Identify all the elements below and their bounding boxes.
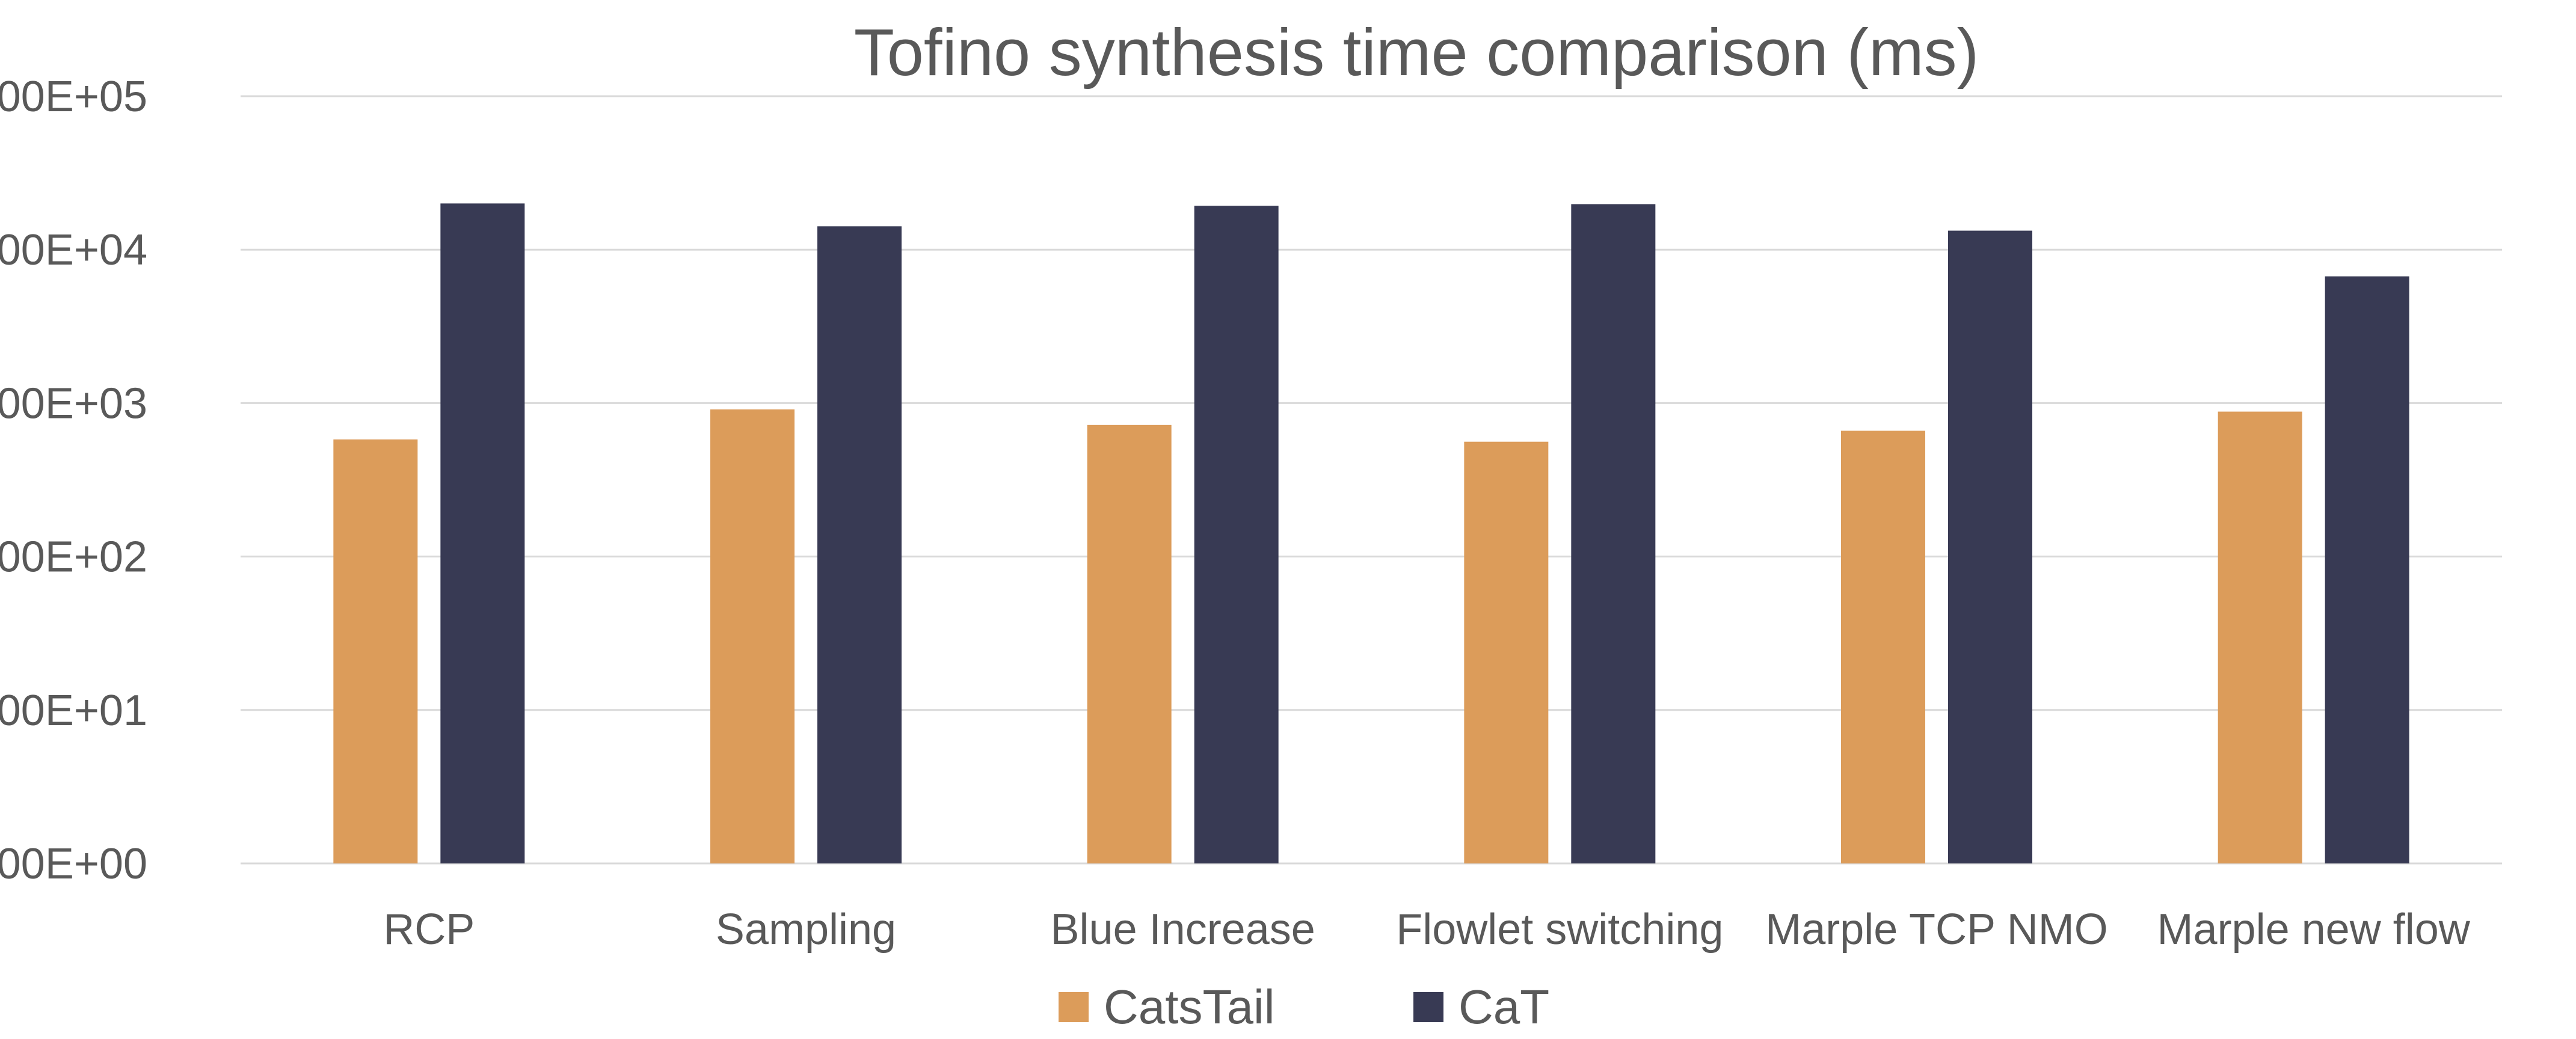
y-tick-label: 1.00E+00 <box>0 840 147 888</box>
y-tick-label: 1.00E+05 <box>0 73 147 121</box>
bar-catstail-0 <box>333 439 418 863</box>
legend-swatch-cat <box>1413 992 1443 1022</box>
bar-catstail-3 <box>1464 441 1549 863</box>
bar-cat-2 <box>1194 206 1279 863</box>
legend-swatch-catstail <box>1059 992 1089 1022</box>
legend-label-catstail: CatsTail <box>1104 980 1275 1034</box>
x-tick-label: Marple TCP NMO <box>1765 906 2107 954</box>
x-axis-ticks: RCP Sampling Blue Increase Flowlet switchin… <box>383 906 2470 954</box>
bar-cat-0 <box>440 203 525 863</box>
y-tick-label: 1.00E+04 <box>0 226 147 274</box>
y-tick-label: 1.00E+03 <box>0 379 147 428</box>
bar-catstail-1 <box>710 409 795 863</box>
bar-cat-4 <box>1948 230 2032 864</box>
bar-catstail-4 <box>1841 431 1925 863</box>
x-tick-label: RCP <box>383 906 475 954</box>
bars <box>333 203 2409 864</box>
x-tick-label: Blue Increase <box>1051 906 1315 954</box>
bar-catstail-5 <box>2218 411 2302 863</box>
gridlines <box>241 95 2502 865</box>
bar-cat-5 <box>2325 276 2409 864</box>
x-tick-label: Flowlet switching <box>1396 906 1723 954</box>
chart-title: Tofino synthesis time comparison (ms) <box>854 16 1979 90</box>
y-tick-label: 1.00E+02 <box>0 533 147 581</box>
bar-cat-3 <box>1571 204 1656 863</box>
x-tick-label: Marple new flow <box>2157 906 2471 954</box>
legend: CatsTail CaT <box>1059 980 1549 1034</box>
x-tick-label: Sampling <box>716 906 896 954</box>
y-tick-label: 1.00E+01 <box>0 687 147 735</box>
bar-catstail-2 <box>1087 424 1172 863</box>
bar-cat-1 <box>817 226 902 863</box>
legend-label-cat: CaT <box>1459 980 1549 1034</box>
y-axis-ticks: 1.00E+00 1.00E+01 1.00E+02 1.00E+03 1.00E+04… <box>0 73 147 888</box>
